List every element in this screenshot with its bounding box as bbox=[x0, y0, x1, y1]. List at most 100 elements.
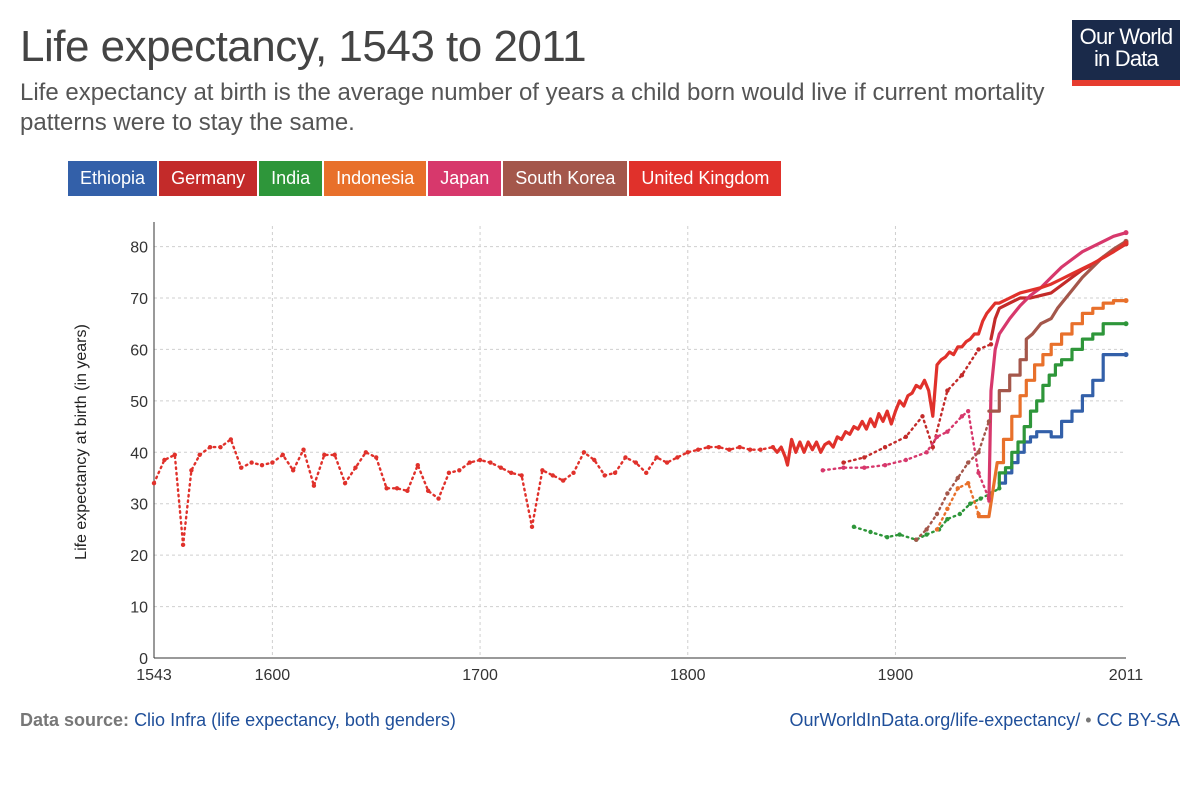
series-united-kingdom-point-42 bbox=[581, 450, 587, 455]
series-united-kingdom-point-49 bbox=[654, 455, 659, 460]
series-indonesia-point-0 bbox=[934, 527, 940, 532]
legend-item-south-korea[interactable]: South Korea bbox=[503, 161, 628, 196]
chart-legend: Ethiopia Germany India Indonesia Japan South … bbox=[68, 161, 783, 196]
series-south-korea-point-5 bbox=[965, 460, 971, 465]
series-indonesia-point-2 bbox=[955, 486, 960, 491]
series-south-korea-point-0 bbox=[914, 537, 919, 542]
legend-item-japan[interactable]: Japan bbox=[428, 161, 502, 196]
owid-logo[interactable]: Our World in Data bbox=[1072, 20, 1180, 86]
series-south-korea-line bbox=[987, 239, 1128, 413]
series-united-kingdom-point-37 bbox=[529, 524, 535, 530]
series-united-kingdom-point-41 bbox=[571, 470, 576, 476]
series-united-kingdom-point-20 bbox=[353, 465, 358, 470]
data-source-label: Data source: bbox=[20, 710, 130, 730]
x-tick-label-1600: 1600 bbox=[255, 667, 291, 684]
owid-url-link[interactable]: OurWorldInData.org/life-expectancy/ bbox=[789, 710, 1081, 730]
series-south-korea-dotted-line bbox=[915, 420, 991, 541]
series-japan-point-10 bbox=[976, 470, 981, 476]
series-united-kingdom-point-12 bbox=[270, 460, 275, 465]
y-tick-label-60: 60 bbox=[130, 342, 148, 359]
series-south-korea-point-2 bbox=[934, 511, 940, 517]
series-japan-point-4 bbox=[903, 457, 909, 463]
series-united-kingdom-point-45 bbox=[612, 470, 618, 476]
series-south-korea-point-3 bbox=[945, 491, 950, 496]
series-united-kingdom-point-46 bbox=[623, 455, 628, 460]
series-germany-point-2 bbox=[882, 444, 888, 450]
x-tick-label-1700: 1700 bbox=[462, 667, 498, 684]
series-united-kingdom-point-25 bbox=[405, 488, 410, 494]
series-india-end-point bbox=[1123, 321, 1129, 327]
series-germany-point-1 bbox=[862, 455, 867, 460]
legend-item-india[interactable]: India bbox=[259, 161, 323, 196]
series-indonesia-end-point bbox=[1123, 298, 1129, 304]
series-united-kingdom-point-31 bbox=[467, 460, 472, 465]
footer-separator: • bbox=[1085, 710, 1092, 730]
line-chart: 0 10 20 30 40 50 60 70 80 1543 1600 1700 1800 1900 201… bbox=[73, 222, 1144, 684]
series-south-korea-point-6 bbox=[976, 450, 981, 455]
y-tick-label-80: 80 bbox=[130, 240, 148, 257]
series-indonesia-point-3 bbox=[965, 480, 971, 486]
x-tick-label-1543: 1543 bbox=[136, 667, 172, 684]
series-germany-point-8 bbox=[976, 347, 981, 352]
series-united-kingdom-point-38 bbox=[540, 468, 545, 473]
series-united-kingdom-point-21 bbox=[363, 450, 369, 455]
series-united-kingdom-point-5 bbox=[197, 452, 202, 458]
series-united-kingdom-point-19 bbox=[342, 480, 348, 486]
series-india-point-5 bbox=[924, 532, 929, 537]
license-link[interactable]: CC BY-SA bbox=[1096, 710, 1180, 730]
series-japan-point-3 bbox=[882, 462, 888, 468]
series-united-kingdom-point-59 bbox=[758, 447, 763, 452]
data-source-link[interactable]: Clio Infra (life expectancy, both gender… bbox=[134, 710, 456, 730]
y-tick-label-50: 50 bbox=[130, 394, 148, 411]
x-tick-label-2011: 2011 bbox=[1109, 667, 1144, 684]
footer-links: OurWorldInData.org/life-expectancy/ • CC… bbox=[789, 710, 1180, 731]
y-tick-label-40: 40 bbox=[130, 445, 148, 462]
series-germany-point-4 bbox=[920, 414, 925, 419]
series-japan-line bbox=[987, 231, 1128, 503]
series-united-kingdom-point-34 bbox=[498, 465, 504, 470]
series-germany-point-0 bbox=[841, 460, 846, 465]
series-south-korea-point-1 bbox=[924, 527, 929, 532]
series-india-point-2 bbox=[884, 534, 890, 540]
legend-item-united-kingdom[interactable]: United Kingdom bbox=[629, 161, 782, 196]
y-tick-label-10: 10 bbox=[130, 600, 148, 617]
legend-item-indonesia[interactable]: Indonesia bbox=[324, 161, 427, 196]
series-united-kingdom-point-54 bbox=[706, 444, 711, 450]
series-japan-point-2 bbox=[862, 465, 867, 470]
series-germany-point-3 bbox=[903, 434, 909, 440]
series-united-kingdom-point-53 bbox=[695, 447, 701, 452]
y-tick-label-0: 0 bbox=[139, 651, 148, 668]
series-united-kingdom-point-3 bbox=[180, 542, 186, 548]
legend-item-germany[interactable]: Germany bbox=[159, 161, 258, 196]
y-tick-label-70: 70 bbox=[130, 291, 148, 308]
series-united-kingdom-point-33 bbox=[488, 460, 493, 465]
series-united-kingdom-point-23 bbox=[384, 486, 389, 491]
y-axis-label: Life expectancy at birth (in years) bbox=[73, 324, 90, 560]
series-united-kingdom-point-30 bbox=[457, 468, 462, 473]
series-germany-point-9 bbox=[988, 342, 994, 347]
series-united-kingdom-point-56 bbox=[727, 447, 732, 452]
series-india-line bbox=[997, 322, 1128, 490]
series-united-kingdom-point-10 bbox=[249, 460, 254, 465]
legend-item-ethiopia[interactable]: Ethiopia bbox=[68, 161, 158, 196]
series-united-kingdom-point-24 bbox=[394, 486, 400, 491]
series-united-kingdom-point-14 bbox=[290, 468, 296, 473]
series-japan-point-6 bbox=[934, 434, 940, 440]
series-japan-point-0 bbox=[820, 468, 825, 473]
series-japan-dotted-line bbox=[821, 408, 991, 500]
x-tick-label-1800: 1800 bbox=[670, 667, 706, 684]
series-united-kingdom-point-2 bbox=[172, 452, 177, 458]
series-united-kingdom-point-52 bbox=[685, 450, 690, 455]
series-united-kingdom-dotted-line bbox=[152, 437, 775, 546]
series-united-kingdom-point-39 bbox=[550, 473, 555, 478]
series-united-kingdom-point-51 bbox=[675, 455, 680, 460]
series-india-point-1 bbox=[868, 529, 873, 535]
series-south-korea-point-7 bbox=[986, 419, 992, 424]
series-united-kingdom-point-32 bbox=[477, 457, 483, 463]
series-india-point-9 bbox=[968, 501, 973, 506]
series-united-kingdom-point-28 bbox=[436, 496, 441, 501]
series-united-kingdom-point-55 bbox=[716, 444, 722, 450]
series-united-kingdom-point-43 bbox=[592, 457, 597, 463]
series-japan-point-7 bbox=[945, 429, 950, 434]
series-united-kingdom-point-1 bbox=[162, 457, 167, 463]
